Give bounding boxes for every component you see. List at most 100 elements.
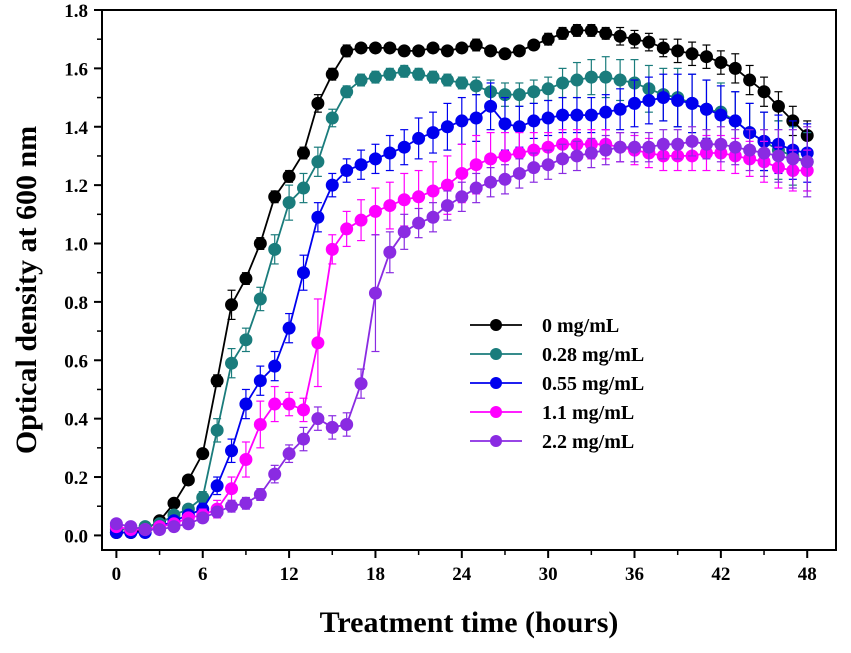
data-point	[541, 82, 555, 96]
data-point	[354, 41, 368, 55]
data-point	[642, 93, 656, 107]
data-point	[210, 374, 224, 388]
legend-item: 2.2 mg/mL	[470, 431, 634, 453]
legend: 0 mg/mL 0.28 mg/mL 0.55 mg/mL 1.1 mg/mL 2.2 …	[470, 315, 644, 453]
x-tick-label: 6	[198, 564, 208, 585]
data-point	[613, 102, 627, 116]
data-point	[584, 146, 598, 160]
data-point	[469, 158, 483, 172]
data-point	[368, 41, 382, 55]
data-point	[296, 432, 310, 446]
data-point	[196, 511, 210, 525]
data-point	[325, 67, 339, 81]
data-point	[728, 61, 742, 75]
legend-item: 0.55 mg/mL	[470, 373, 644, 395]
data-point	[210, 479, 224, 493]
data-point	[613, 140, 627, 154]
data-point	[455, 76, 469, 90]
data-point	[613, 29, 627, 43]
data-point	[671, 137, 685, 151]
data-point	[440, 44, 454, 58]
data-point	[196, 447, 210, 461]
data-point	[642, 140, 656, 154]
data-point	[628, 96, 642, 110]
data-point	[311, 155, 325, 169]
data-point	[556, 108, 570, 122]
data-point	[714, 56, 728, 70]
data-point	[512, 88, 526, 102]
data-point	[225, 444, 239, 458]
data-point	[383, 199, 397, 213]
data-point	[167, 520, 181, 534]
data-point	[253, 292, 267, 306]
x-axis: 0 6 12 18 24 30 36 42 48	[112, 550, 817, 585]
series-2	[109, 73, 814, 539]
data-point	[325, 178, 339, 192]
data-point	[685, 47, 699, 61]
data-point	[325, 111, 339, 125]
data-point	[268, 397, 282, 411]
data-point	[613, 73, 627, 87]
data-point	[685, 96, 699, 110]
data-point	[570, 73, 584, 87]
series-4	[109, 126, 814, 537]
data-point	[426, 70, 440, 84]
y-tick-label: 0.4	[64, 410, 88, 431]
data-point	[527, 161, 541, 175]
data-point	[311, 412, 325, 426]
data-point	[469, 38, 483, 52]
data-point	[728, 114, 742, 128]
legend-label: 1.1 mg/mL	[542, 402, 634, 424]
data-point	[124, 520, 138, 534]
data-point	[556, 76, 570, 90]
data-point	[325, 242, 339, 256]
data-point	[109, 517, 123, 531]
data-point	[599, 143, 613, 157]
data-point	[527, 85, 541, 99]
legend-item: 0.28 mg/mL	[470, 344, 644, 366]
data-point	[484, 152, 498, 166]
data-point	[771, 99, 785, 113]
data-point	[584, 108, 598, 122]
data-point	[397, 44, 411, 58]
y-tick-label: 0.2	[64, 468, 88, 489]
data-point	[699, 102, 713, 116]
data-point	[282, 397, 296, 411]
data-point	[628, 32, 642, 46]
data-point	[469, 111, 483, 125]
data-point	[325, 420, 339, 434]
data-point	[541, 158, 555, 172]
data-point	[412, 131, 426, 145]
data-point	[225, 356, 239, 370]
data-point	[556, 152, 570, 166]
legend-swatch-marker	[490, 435, 502, 447]
data-point	[253, 237, 267, 251]
data-point	[340, 164, 354, 178]
data-point	[296, 403, 310, 417]
data-point	[656, 91, 670, 105]
data-point	[239, 333, 253, 347]
data-point	[584, 23, 598, 37]
data-point	[469, 79, 483, 93]
data-point	[397, 193, 411, 207]
legend-swatch-marker	[490, 348, 502, 360]
data-point	[239, 397, 253, 411]
data-point	[225, 482, 239, 496]
x-tick-label: 24	[452, 564, 472, 585]
data-point	[484, 99, 498, 113]
data-point	[512, 44, 526, 58]
data-point	[714, 137, 728, 151]
data-point	[239, 453, 253, 467]
data-point	[671, 93, 685, 107]
data-point	[225, 499, 239, 513]
data-point	[556, 26, 570, 40]
data-point	[656, 41, 670, 55]
x-tick-label: 36	[625, 564, 644, 585]
data-point	[455, 190, 469, 204]
data-point	[786, 152, 800, 166]
series-layer	[109, 23, 814, 539]
data-point	[570, 149, 584, 163]
data-point	[570, 108, 584, 122]
data-point	[412, 216, 426, 230]
